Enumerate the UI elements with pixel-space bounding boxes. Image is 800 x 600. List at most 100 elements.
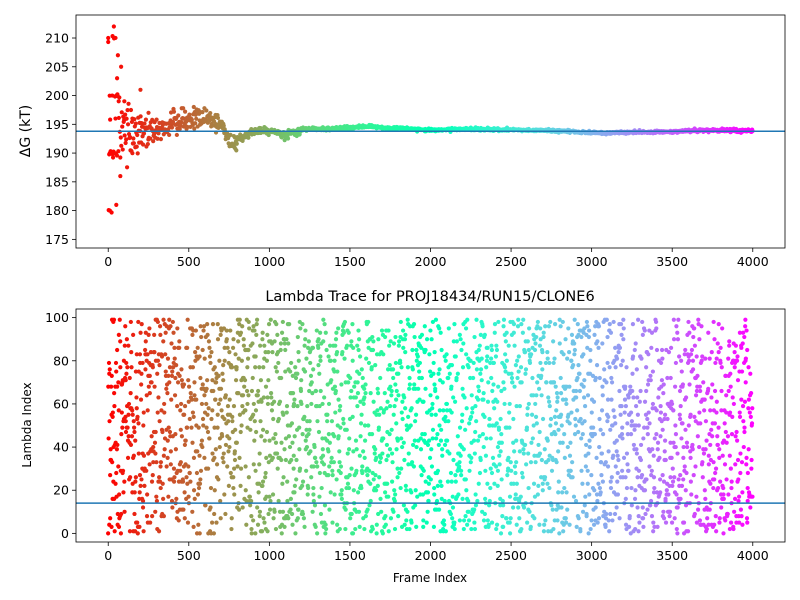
lambda-point	[717, 520, 722, 525]
lambda-point	[426, 481, 432, 486]
lambda-point	[450, 505, 456, 510]
lambda-point	[107, 419, 112, 424]
lambda-point	[221, 378, 226, 383]
lambda-point	[511, 481, 516, 486]
lambda-point	[556, 427, 561, 432]
lambda-point	[695, 434, 700, 439]
lambda-point	[663, 520, 669, 525]
delta-g-point	[134, 144, 139, 149]
lambda-point	[501, 503, 506, 508]
lambda-point	[463, 514, 468, 519]
lambda-point	[640, 516, 646, 521]
lambda-point	[471, 375, 476, 381]
lambda-point	[163, 369, 168, 374]
lambda-point	[504, 358, 509, 363]
lambda-point	[621, 326, 626, 331]
lambda-point	[514, 522, 519, 527]
lambda-point	[704, 438, 709, 443]
delta-g-point	[148, 136, 153, 141]
lambda-point	[634, 451, 639, 456]
lambda-point	[592, 432, 597, 437]
delta-g-point	[234, 141, 239, 146]
lambda-point	[252, 419, 257, 424]
lambda-point	[203, 503, 208, 508]
lambda-point	[349, 339, 354, 344]
lambda-point	[648, 373, 653, 378]
lambda-point	[155, 319, 160, 325]
lambda-point	[253, 354, 258, 359]
lambda-point	[495, 483, 500, 489]
lambda-point	[427, 352, 432, 357]
lambda-point	[373, 362, 378, 368]
lambda-point	[428, 477, 433, 482]
lambda-point	[581, 384, 586, 389]
lambda-point	[463, 477, 468, 482]
lambda-point	[106, 436, 111, 441]
lambda-point	[227, 350, 232, 355]
lambda-point	[377, 475, 382, 480]
lambda-point	[450, 494, 455, 499]
lambda-point	[138, 397, 144, 402]
lambda-point	[468, 460, 473, 465]
lambda-point	[620, 358, 625, 363]
lambda-point	[691, 334, 696, 340]
lambda-point	[504, 516, 509, 521]
lambda-point	[546, 529, 551, 534]
lambda-point	[225, 403, 231, 409]
x-tick-label: 1500	[334, 254, 366, 269]
lambda-point	[427, 455, 433, 460]
lambda-point	[706, 522, 711, 527]
delta-g-y-axis-label: ΔG (kT)	[18, 105, 34, 157]
lambda-point	[541, 330, 546, 335]
lambda-point	[388, 339, 393, 344]
lambda-point	[674, 324, 679, 329]
lambda-point	[146, 332, 151, 337]
lambda-point	[597, 375, 602, 381]
lambda-point	[215, 337, 221, 342]
lambda-point	[387, 447, 393, 452]
lambda-point	[629, 419, 634, 424]
lambda-point	[464, 488, 469, 493]
lambda-point	[169, 397, 174, 402]
lambda-point	[253, 365, 258, 370]
lambda-point	[739, 460, 745, 465]
lambda-point	[687, 382, 692, 387]
lambda-point	[170, 505, 175, 510]
lambda-point	[463, 326, 469, 331]
lambda-point	[409, 460, 415, 465]
lambda-point	[185, 425, 190, 430]
lambda-point	[306, 339, 311, 344]
lambda-point	[615, 470, 620, 476]
lambda-point	[317, 494, 322, 499]
lambda-point	[539, 393, 544, 398]
lambda-point	[748, 505, 753, 510]
lambda-point	[212, 365, 217, 370]
lambda-point	[322, 395, 327, 400]
lambda-point	[507, 410, 512, 415]
lambda-point	[565, 444, 570, 450]
lambda-point	[419, 345, 424, 350]
lambda-point	[157, 324, 163, 329]
lambda-point	[740, 490, 745, 495]
lambda-point	[509, 468, 514, 473]
y-tick-label: 100	[45, 310, 69, 325]
lambda-point	[140, 505, 146, 510]
lambda-point	[477, 470, 483, 476]
lambda-point	[506, 455, 511, 460]
lambda-point	[492, 322, 498, 327]
delta-g-point	[154, 117, 159, 122]
lambda-point	[161, 514, 166, 519]
lambda-point	[640, 319, 645, 325]
lambda-point	[608, 511, 613, 517]
lambda-point	[139, 371, 144, 376]
lambda-point	[552, 356, 557, 361]
lambda-point	[477, 434, 482, 439]
lambda-point	[479, 356, 484, 361]
lambda-point	[567, 453, 573, 458]
lambda-point	[737, 330, 742, 335]
lambda-point	[514, 403, 519, 409]
lambda-point	[528, 524, 533, 529]
lambda-point	[465, 522, 470, 527]
lambda-point	[309, 401, 314, 407]
lambda-point	[744, 455, 749, 460]
